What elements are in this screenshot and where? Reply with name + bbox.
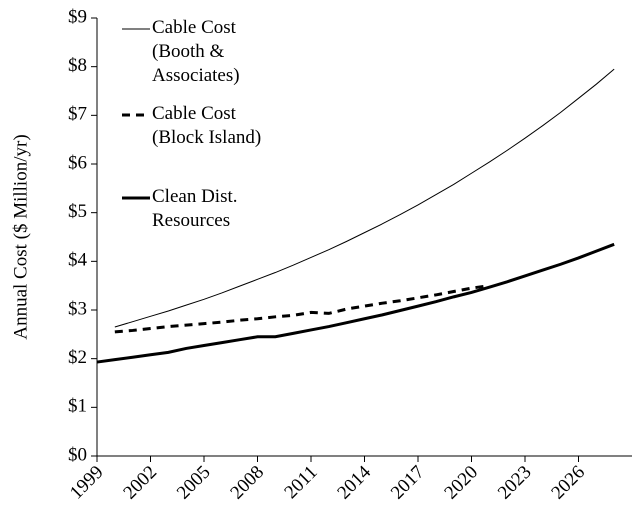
x-tick-label: 2017 bbox=[387, 462, 429, 504]
x-tick-label: 2020 bbox=[440, 462, 482, 504]
legend-label-line: Clean Dist. bbox=[152, 186, 238, 207]
legend-label: Cable Cost (Booth & Associates) bbox=[152, 17, 240, 86]
x-tick-label: 2005 bbox=[173, 462, 215, 504]
x-tick-label: 2023 bbox=[494, 462, 536, 504]
legend-label: Clean Dist. Resources bbox=[152, 186, 238, 231]
y-axis-label: Annual Cost ($ Million/yr) bbox=[10, 134, 31, 339]
legend-label-line: Resources bbox=[152, 210, 230, 231]
line bbox=[114, 284, 490, 334]
legend-label-line: Cable Cost bbox=[152, 103, 237, 124]
x-tick-label: 2026 bbox=[547, 462, 589, 504]
y-tick-label: $3 bbox=[68, 298, 87, 319]
line bbox=[114, 68, 615, 328]
y-tick-label: $4 bbox=[68, 250, 88, 271]
y-tick-label: $1 bbox=[68, 396, 87, 417]
line bbox=[96, 242, 615, 364]
legend-label-line: Cable Cost bbox=[152, 17, 237, 38]
y-tick-label: $5 bbox=[68, 201, 87, 222]
y-tick-label: $8 bbox=[68, 55, 87, 76]
y-tick-label: $7 bbox=[68, 104, 87, 125]
x-tick-label: 2011 bbox=[280, 462, 321, 503]
y-tick-label: $2 bbox=[68, 347, 87, 368]
x-tick-label: 2008 bbox=[226, 462, 268, 504]
legend-label-line: (Block Island) bbox=[152, 127, 261, 148]
legend-label: Cable Cost (Block Island) bbox=[152, 103, 261, 148]
x-tick-label: 2002 bbox=[119, 462, 161, 504]
x-tick-label: 1999 bbox=[66, 462, 108, 504]
legend-label-line: Associates) bbox=[152, 65, 240, 86]
y-tick-label: $9 bbox=[68, 6, 87, 27]
y-tick-label: $6 bbox=[68, 152, 87, 173]
y-tick-label: $0 bbox=[68, 444, 87, 465]
legend-label-line: (Booth & bbox=[152, 41, 225, 62]
x-tick-label: 2014 bbox=[333, 461, 375, 503]
